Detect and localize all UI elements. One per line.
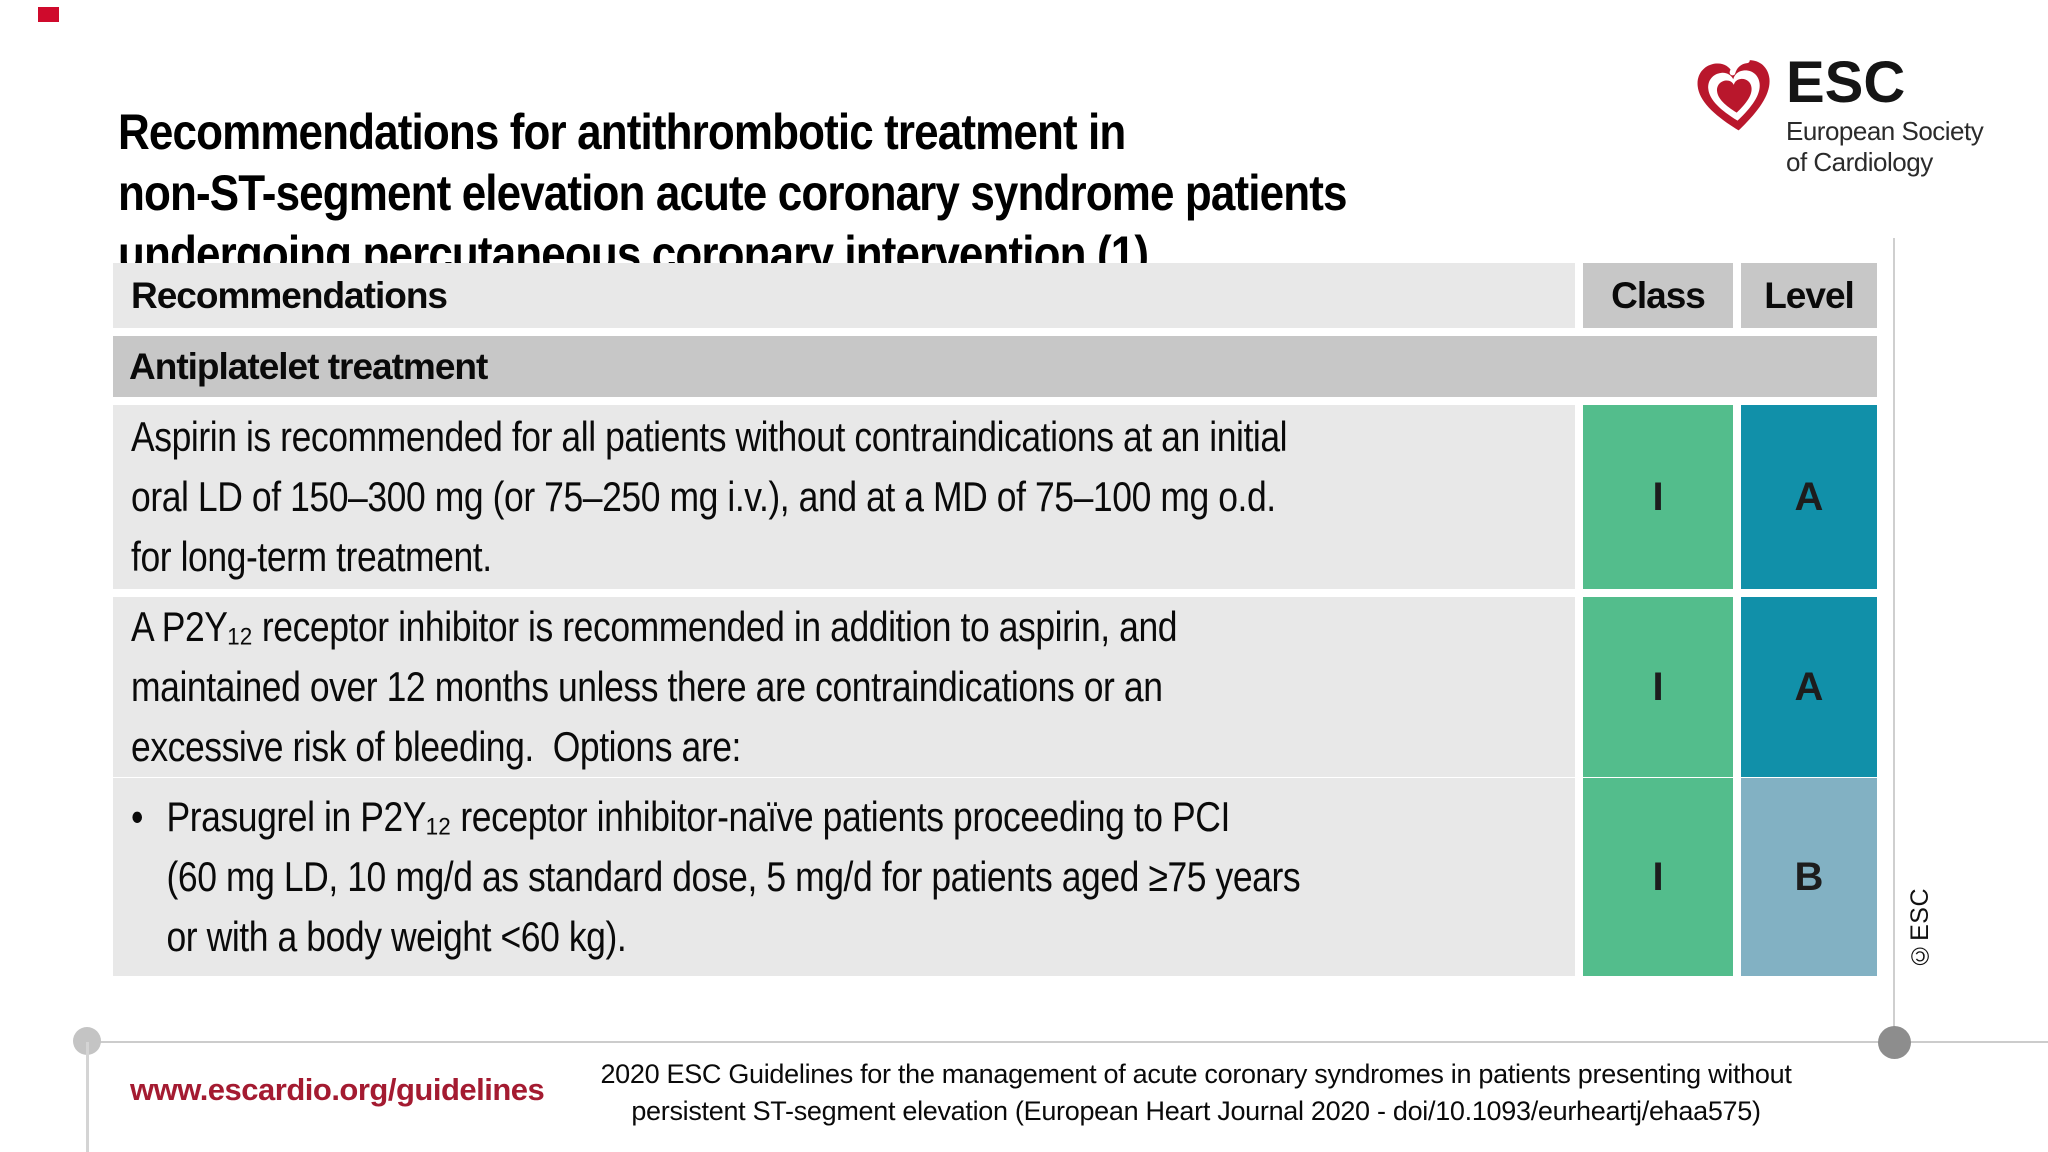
page-title: Recommendations for antithrombotic treat… bbox=[118, 103, 1347, 282]
col-header-class: Class bbox=[1583, 263, 1733, 328]
col-header-recommendations: Recommendations bbox=[113, 263, 1575, 328]
esc-heart-icon bbox=[1697, 58, 1770, 131]
class-cell: I bbox=[1583, 778, 1733, 976]
table-header-row: Recommendations Class Level bbox=[113, 263, 1877, 328]
citation-text: 2020 ESC Guidelines for the management o… bbox=[600, 1059, 1792, 1126]
section-header-row: Antiplatelet treatment bbox=[113, 336, 1877, 397]
table-row: A P2Y₁₂ receptor inhibitor is recommende… bbox=[113, 597, 1877, 777]
footer-left-vertical-line bbox=[86, 1042, 89, 1152]
recommendation-text: Prasugrel in P2Y₁₂ receptor inhibitor-na… bbox=[166, 793, 1301, 960]
recommendations-table: Recommendations Class Level Antiplatelet… bbox=[113, 263, 1877, 984]
copyright-esc: ©ESC bbox=[1906, 888, 1934, 970]
level-cell: A bbox=[1741, 405, 1877, 589]
corner-red-mark bbox=[38, 7, 59, 22]
guidelines-link[interactable]: www.escardio.org/guidelines bbox=[130, 1072, 545, 1107]
footer-right-circle bbox=[1878, 1026, 1911, 1059]
level-cell: B bbox=[1741, 778, 1877, 976]
esc-logo-textblock: ESC European Society of Cardiology bbox=[1786, 50, 1984, 178]
bullet-icon: • bbox=[131, 793, 144, 840]
recommendation-cell: • Prasugrel in P2Y₁₂ receptor inhibitor-n… bbox=[113, 778, 1575, 976]
esc-logo-subtitle: European Society of Cardiology bbox=[1786, 116, 1984, 177]
recommendation-text: Aspirin is recommended for all patients … bbox=[131, 413, 1288, 580]
table-body: Aspirin is recommended for all patients … bbox=[113, 405, 1877, 976]
footer-divider-line bbox=[87, 1041, 2048, 1043]
class-cell: I bbox=[1583, 405, 1733, 589]
table-row: • Prasugrel in P2Y₁₂ receptor inhibitor-n… bbox=[113, 778, 1877, 976]
recommendation-text: A P2Y₁₂ receptor inhibitor is recommende… bbox=[131, 603, 1178, 770]
level-cell: A bbox=[1741, 597, 1877, 777]
right-divider-line bbox=[1893, 238, 1895, 1042]
section-header: Antiplatelet treatment bbox=[113, 336, 1877, 397]
esc-logo-acronym: ESC bbox=[1786, 50, 1906, 115]
recommendation-cell: A P2Y₁₂ receptor inhibitor is recommende… bbox=[113, 597, 1575, 777]
class-cell: I bbox=[1583, 597, 1733, 777]
table-row: Aspirin is recommended for all patients … bbox=[113, 405, 1877, 589]
esc-logo: ESC European Society of Cardiology bbox=[1694, 50, 1984, 178]
recommendation-cell: Aspirin is recommended for all patients … bbox=[113, 405, 1575, 589]
col-header-level: Level bbox=[1741, 263, 1877, 328]
